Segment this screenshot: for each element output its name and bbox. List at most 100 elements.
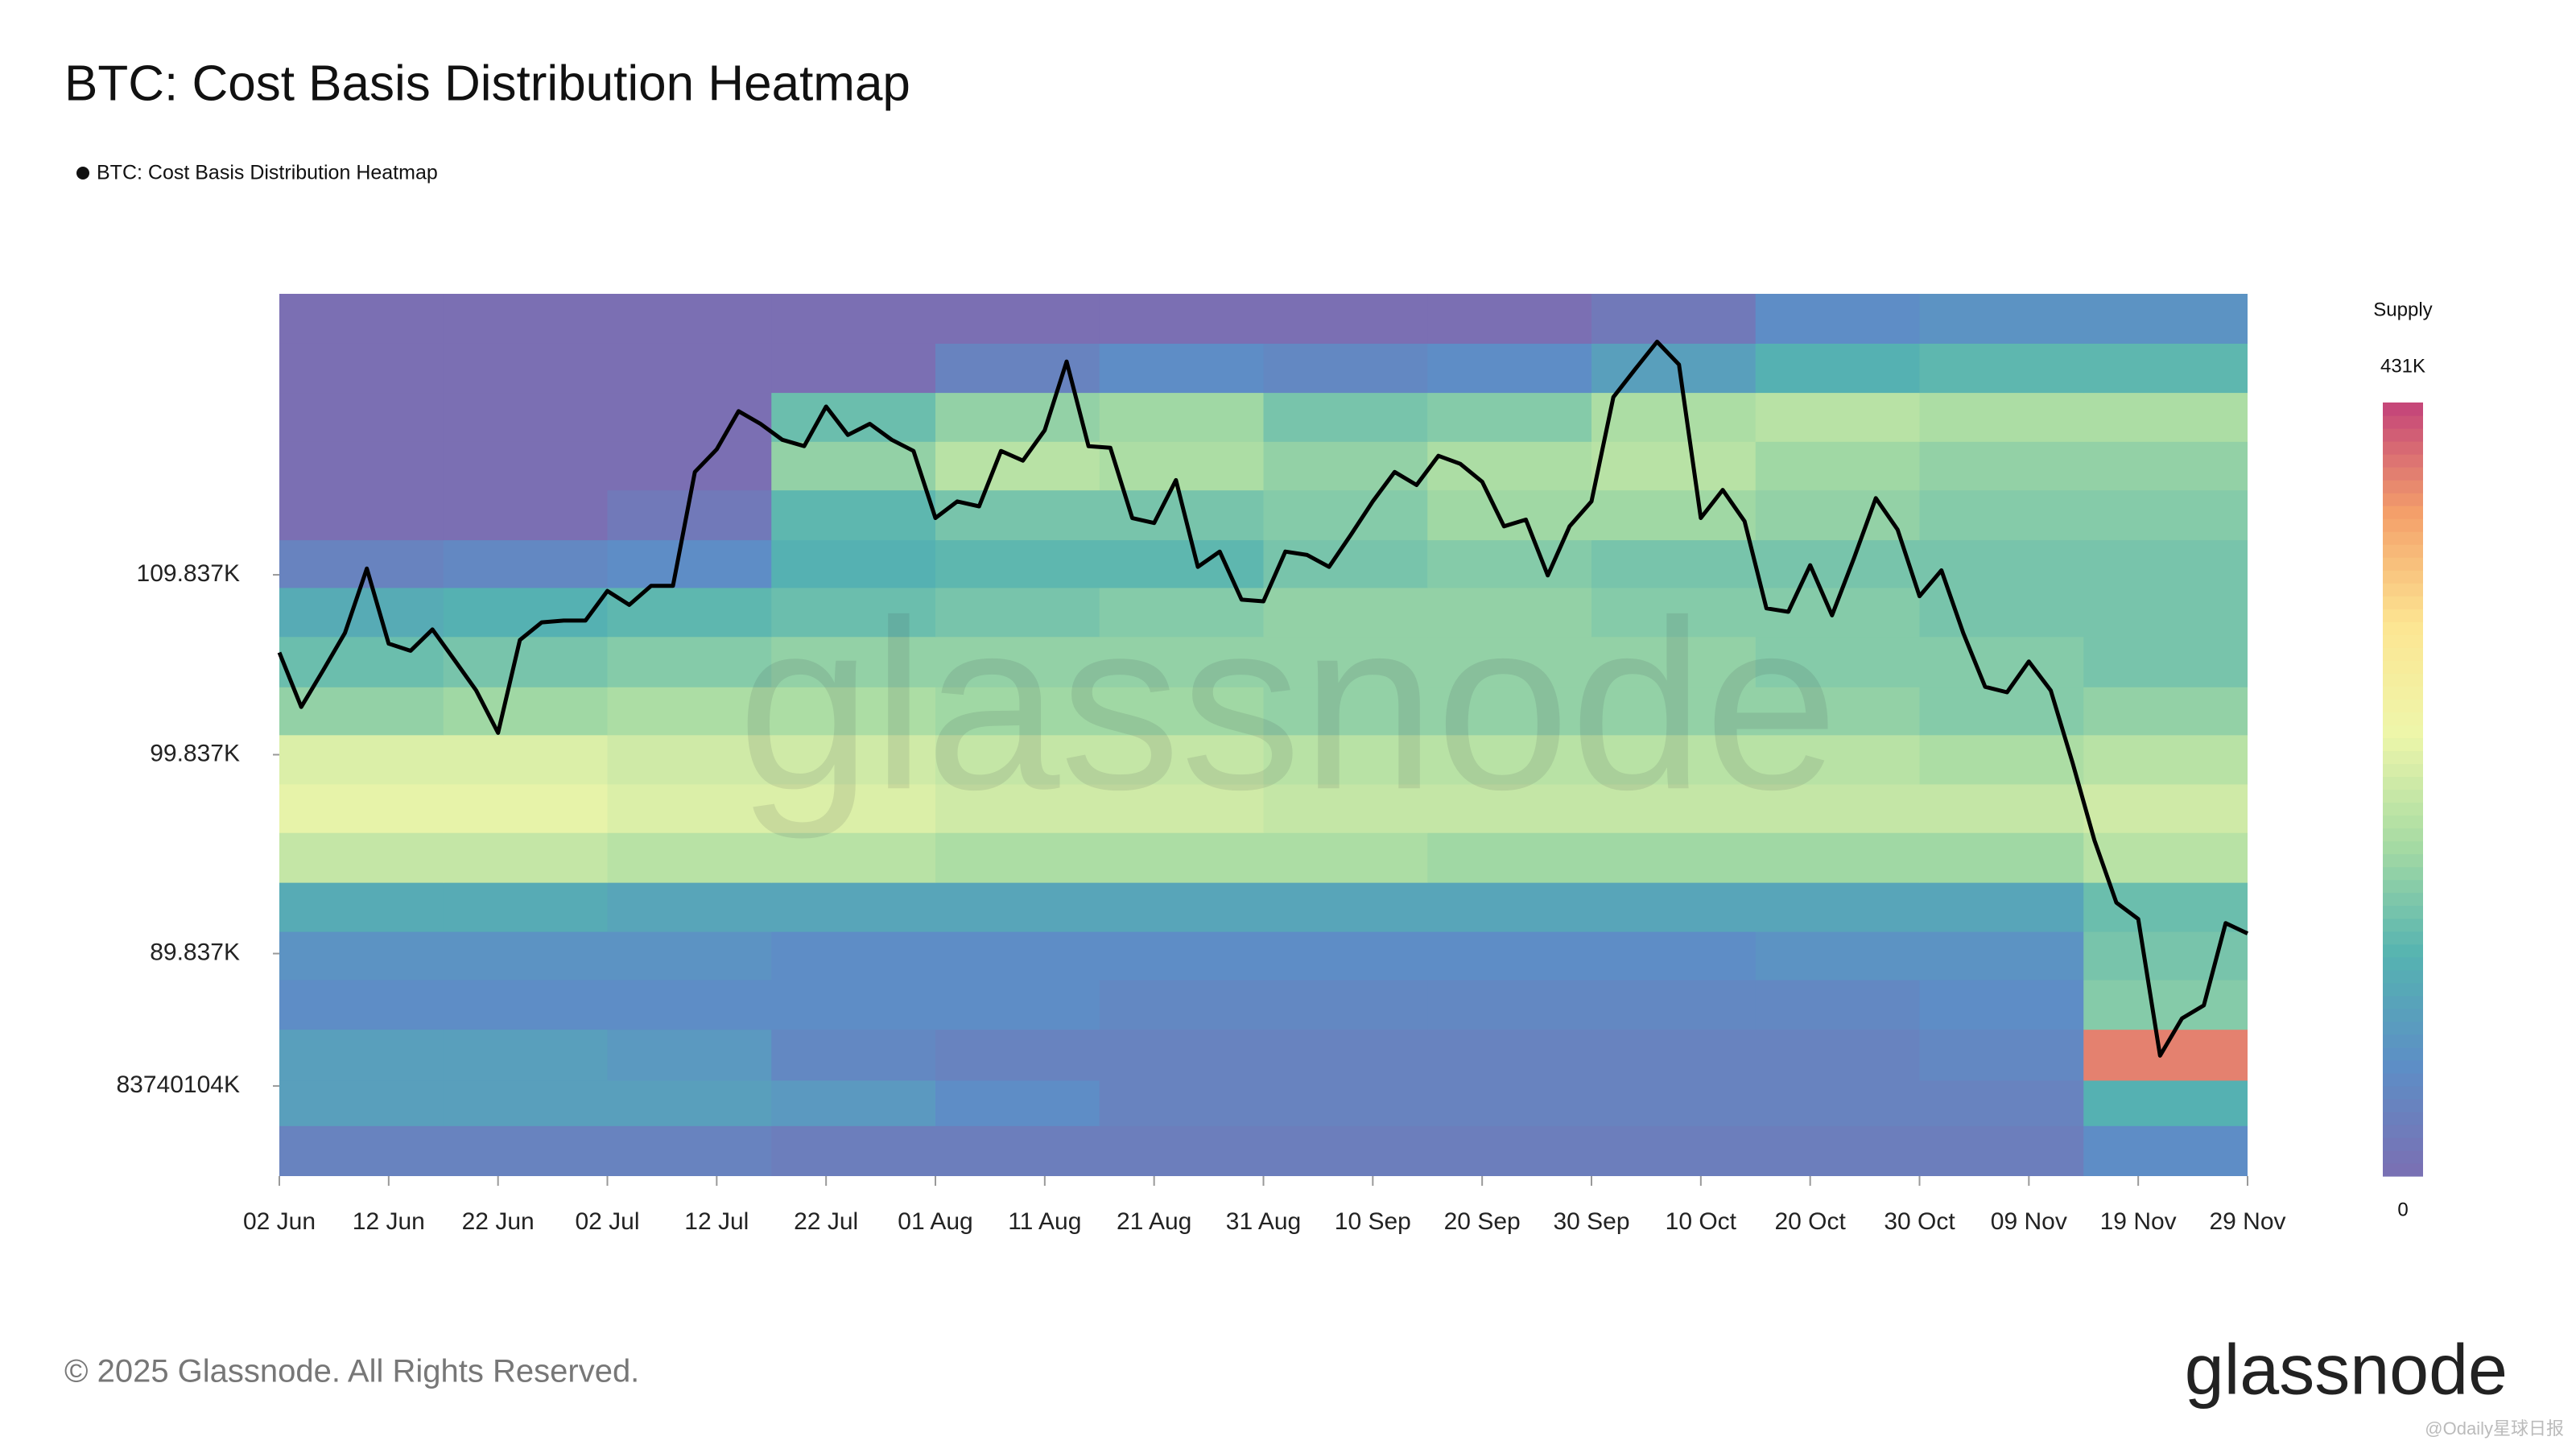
heat-cell: [935, 687, 1100, 736]
heat-cell: [1919, 882, 2084, 932]
colorbar-segment: [2383, 428, 2423, 442]
colorbar-segment: [2383, 609, 2423, 622]
heat-cell: [1427, 636, 1592, 687]
heat-cell: [279, 882, 444, 932]
heat-cell: [1591, 392, 1757, 442]
heat-cell: [1591, 539, 1757, 588]
chart-title: BTC: Cost Basis Distribution Heatmap: [64, 56, 910, 111]
heat-cell: [771, 980, 936, 1030]
colorbar-segment: [2383, 493, 2423, 506]
heat-cell: [1099, 294, 1265, 344]
heat-cell: [1263, 783, 1428, 833]
heat-cell: [1591, 489, 1757, 541]
heat-cell: [1099, 587, 1265, 638]
colorbar-segment: [2383, 931, 2423, 945]
colorbar-segment: [2383, 1111, 2423, 1125]
heat-cell: [1099, 392, 1265, 442]
colorbar-segment: [2383, 776, 2423, 791]
colorbar-segment: [2383, 1046, 2423, 1061]
heat-cell: [1919, 636, 2084, 687]
heat-cell: [771, 1080, 936, 1126]
heat-cell: [1099, 1029, 1265, 1081]
heat-cell: [443, 294, 609, 344]
heat-cell: [1263, 832, 1428, 883]
heat-cell: [1263, 1125, 1428, 1176]
heat-cell: [1427, 489, 1592, 541]
heat-cell: [771, 343, 936, 394]
heat-cell: [1263, 931, 1428, 980]
colorbar-segment: [2383, 1085, 2423, 1100]
colorbar-segment: [2383, 1098, 2423, 1113]
heat-cell: [1755, 636, 1921, 687]
heat-cell: [1427, 687, 1592, 736]
heat-cell: [771, 294, 936, 344]
heat-cell: [607, 392, 772, 442]
colorbar-segment: [2383, 1150, 2423, 1164]
heat-cell: [607, 687, 772, 736]
heat-cell: [1755, 392, 1921, 442]
heat-cell: [607, 441, 772, 491]
heat-cell: [607, 832, 772, 883]
heat-cell: [2083, 539, 2248, 588]
heat-cell: [935, 587, 1100, 638]
colorbar-segment: [2383, 634, 2423, 648]
heat-cell: [1263, 489, 1428, 541]
heat-cell: [607, 1125, 772, 1176]
heat-cell: [1755, 539, 1921, 588]
heat-cell: [443, 441, 609, 491]
heat-cell: [279, 392, 444, 442]
heat-cell: [1427, 1125, 1592, 1176]
colorbar-segment: [2383, 724, 2423, 739]
heat-cell: [2083, 687, 2248, 736]
heat-cell: [607, 587, 772, 638]
heat-cell: [1263, 687, 1428, 736]
heat-cell: [2083, 392, 2248, 442]
heat-cell: [935, 392, 1100, 442]
heat-cell: [1755, 343, 1921, 394]
heat-cell: [1427, 980, 1592, 1030]
colorbar-segment: [2383, 557, 2423, 571]
colorbar-segment: [2383, 621, 2423, 635]
x-tick-label: 30 Sep: [1553, 1208, 1629, 1235]
heat-cell: [1919, 1080, 2084, 1126]
x-tick-label: 30 Oct: [1884, 1208, 1955, 1235]
heat-cell: [771, 931, 936, 980]
heat-cell: [1755, 783, 1921, 833]
heat-cell: [1755, 687, 1921, 736]
heat-cell: [935, 734, 1100, 785]
heat-cell: [1099, 734, 1265, 785]
colorbar-segment: [2383, 480, 2423, 493]
heat-cell: [1919, 343, 2084, 394]
heat-cell: [279, 734, 444, 785]
colorbar-segment: [2383, 544, 2423, 558]
heat-cell: [1263, 734, 1428, 785]
heat-cell: [771, 587, 936, 638]
colorbar-segment: [2383, 982, 2423, 997]
heat-cell: [771, 1029, 936, 1081]
heat-cell: [443, 489, 609, 541]
heat-cell: [443, 734, 609, 785]
heat-cell: [1919, 980, 2084, 1030]
legend-marker: [76, 167, 89, 180]
x-tick-label: 19 Nov: [2100, 1208, 2177, 1235]
heat-cell: [1919, 931, 2084, 980]
heat-cell: [2083, 1029, 2248, 1081]
heat-cell: [1919, 687, 2084, 736]
heat-cell: [1099, 882, 1265, 932]
colorbar-segment: [2383, 866, 2423, 881]
heat-cell: [1263, 636, 1428, 687]
colorbar-segment: [2383, 506, 2423, 519]
colorbar-segment: [2383, 712, 2423, 726]
heat-cell: [935, 980, 1100, 1030]
x-tick-label: 10 Oct: [1666, 1208, 1737, 1235]
heat-cell: [279, 489, 444, 541]
colorbar-segment: [2383, 1034, 2423, 1048]
y-tick-label: 109.837K: [137, 560, 240, 587]
heat-cell: [1919, 783, 2084, 833]
price-line: [277, 340, 2249, 1058]
heat-cell: [2083, 832, 2248, 883]
heat-cell: [279, 1125, 444, 1176]
heat-cell: [1755, 1029, 1921, 1081]
heat-cell: [771, 687, 936, 736]
